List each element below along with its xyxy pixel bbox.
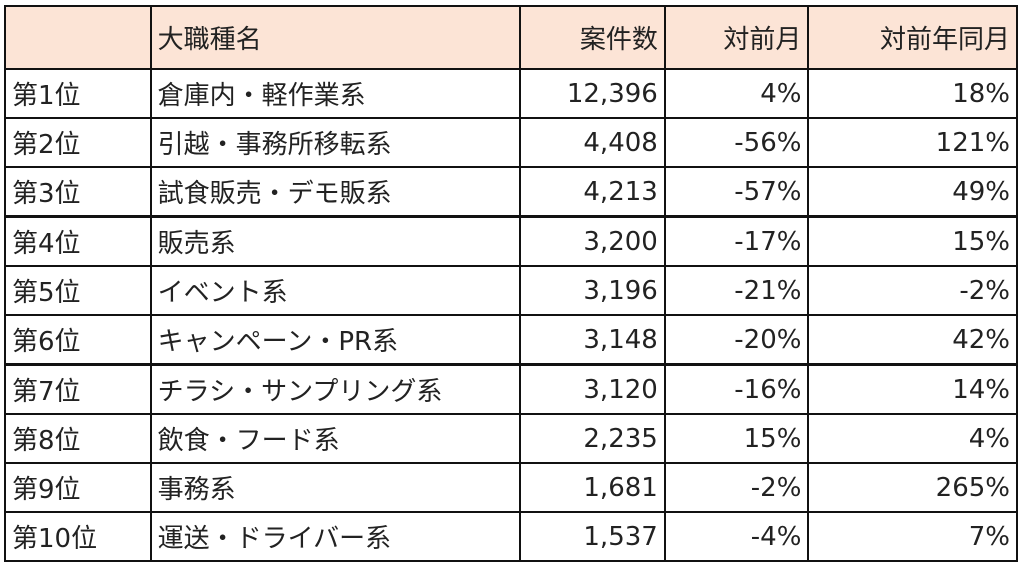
yoy-cell: 49% — [807, 166, 1018, 218]
count-cell: 2,235 — [519, 413, 666, 464]
table-row: 第5位 イベント系 3,196 -21% -2% — [4, 265, 1018, 316]
yoy-cell: 14% — [807, 363, 1018, 415]
table-row: 第7位 チラシ・サンプリング系 3,120 -16% 14% — [4, 363, 1018, 415]
yoy-cell: 121% — [807, 117, 1018, 168]
yoy-cell: -2% — [807, 265, 1018, 316]
table-row: 第9位 事務系 1,681 -2% 265% — [4, 462, 1018, 513]
count-cell: 1,537 — [519, 511, 666, 562]
category-cell: イベント系 — [149, 265, 522, 316]
mom-cell: -20% — [663, 314, 810, 366]
table-row: 第1位 倉庫内・軽作業系 12,396 4% 18% — [4, 68, 1018, 119]
mom-cell: -4% — [663, 511, 810, 562]
count-cell: 3,200 — [519, 215, 666, 267]
category-cell: 販売系 — [149, 215, 522, 267]
yoy-cell: 42% — [807, 314, 1018, 366]
header-category: 大職種名 — [149, 5, 522, 70]
table-row: 第3位 試食販売・デモ販系 4,213 -57% 49% — [4, 166, 1018, 218]
count-cell: 3,120 — [519, 363, 666, 415]
mom-cell: -21% — [663, 265, 810, 316]
category-cell: 試食販売・デモ販系 — [149, 166, 522, 218]
rank-cell: 第4位 — [4, 215, 152, 267]
category-cell: 事務系 — [149, 462, 522, 513]
mom-cell: -2% — [663, 462, 810, 513]
table-row: 第6位 キャンペーン・PR系 3,148 -20% 42% — [4, 314, 1018, 366]
header-count: 案件数 — [519, 5, 666, 70]
mom-cell: -17% — [663, 215, 810, 267]
category-cell: チラシ・サンプリング系 — [149, 363, 522, 415]
header-rank — [4, 5, 152, 70]
rank-cell: 第7位 — [4, 363, 152, 415]
job-category-ranking-table: 大職種名 案件数 対前月 対前年同月 第1位 倉庫内・軽作業系 12,396 4… — [4, 5, 1018, 562]
rank-cell: 第2位 — [4, 117, 152, 168]
yoy-cell: 7% — [807, 511, 1018, 562]
rank-cell: 第10位 — [4, 511, 152, 562]
header-row: 大職種名 案件数 対前月 対前年同月 — [4, 5, 1018, 70]
header-year-over-year: 対前年同月 — [807, 5, 1018, 70]
count-cell: 3,148 — [519, 314, 666, 366]
rank-cell: 第3位 — [4, 166, 152, 218]
mom-cell: -56% — [663, 117, 810, 168]
count-cell: 3,196 — [519, 265, 666, 316]
header-month-over-month: 対前月 — [663, 5, 810, 70]
mom-cell: 4% — [663, 68, 810, 119]
table-row: 第2位 引越・事務所移転系 4,408 -56% 121% — [4, 117, 1018, 168]
category-cell: 運送・ドライバー系 — [149, 511, 522, 562]
yoy-cell: 4% — [807, 413, 1018, 464]
rank-cell: 第6位 — [4, 314, 152, 366]
category-cell: 引越・事務所移転系 — [149, 117, 522, 168]
table-row: 第8位 飲食・フード系 2,235 15% 4% — [4, 413, 1018, 464]
category-cell: キャンペーン・PR系 — [149, 314, 522, 366]
mom-cell: -16% — [663, 363, 810, 415]
table-row: 第4位 販売系 3,200 -17% 15% — [4, 215, 1018, 267]
category-cell: 倉庫内・軽作業系 — [149, 68, 522, 119]
rank-cell: 第9位 — [4, 462, 152, 513]
rank-cell: 第1位 — [4, 68, 152, 119]
count-cell: 12,396 — [519, 68, 666, 119]
table-row: 第10位 運送・ドライバー系 1,537 -4% 7% — [4, 511, 1018, 562]
count-cell: 4,408 — [519, 117, 666, 168]
yoy-cell: 18% — [807, 68, 1018, 119]
rank-cell: 第5位 — [4, 265, 152, 316]
yoy-cell: 265% — [807, 462, 1018, 513]
mom-cell: 15% — [663, 413, 810, 464]
count-cell: 4,213 — [519, 166, 666, 218]
yoy-cell: 15% — [807, 215, 1018, 267]
category-cell: 飲食・フード系 — [149, 413, 522, 464]
count-cell: 1,681 — [519, 462, 666, 513]
rank-cell: 第8位 — [4, 413, 152, 464]
mom-cell: -57% — [663, 166, 810, 218]
